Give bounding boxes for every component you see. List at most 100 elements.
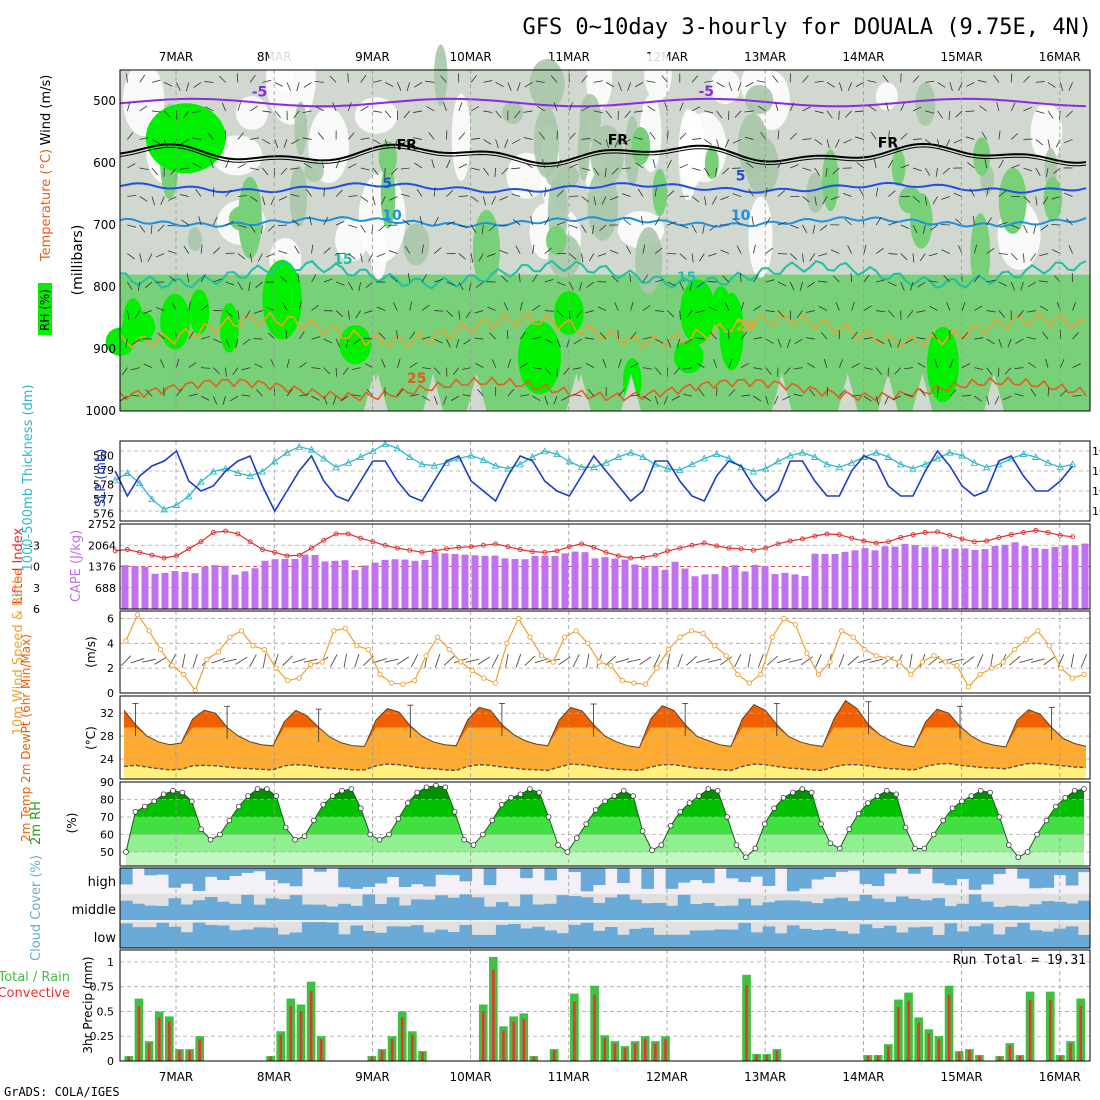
wind-barb bbox=[523, 137, 533, 140]
bottom-date-label: 12MAR bbox=[646, 1070, 688, 1084]
wind-barb bbox=[822, 196, 828, 205]
wind-barb bbox=[691, 253, 694, 263]
rh-point bbox=[395, 815, 402, 822]
wind-speed-point bbox=[204, 656, 210, 663]
wind-barb bbox=[655, 338, 664, 344]
wind-barb bbox=[1051, 196, 1061, 200]
wind-barb bbox=[882, 75, 889, 83]
rh-tick: 60 bbox=[100, 829, 114, 842]
li-point bbox=[861, 538, 867, 544]
wind-barb bbox=[703, 167, 710, 176]
rh-point bbox=[1062, 794, 1069, 801]
cloud-bar bbox=[653, 902, 667, 920]
wind-frame bbox=[119, 610, 1091, 694]
wind-barb bbox=[183, 245, 190, 254]
rh-point bbox=[498, 801, 505, 808]
wind-barb bbox=[949, 359, 954, 368]
cloud-bar bbox=[411, 899, 424, 920]
wind-barb bbox=[290, 193, 300, 197]
thickness-point bbox=[712, 450, 721, 458]
rh-dry-patch bbox=[274, 62, 294, 92]
cloud-bar bbox=[908, 868, 921, 874]
li-point bbox=[112, 548, 118, 554]
wind-barb bbox=[654, 367, 662, 375]
wind-barb bbox=[818, 253, 828, 257]
wind-barb bbox=[406, 82, 411, 92]
thickness-point bbox=[295, 442, 303, 450]
cloud-bar bbox=[823, 928, 836, 948]
wind-barb bbox=[372, 110, 382, 113]
wind-barb bbox=[765, 187, 768, 197]
wind-barb bbox=[372, 79, 382, 83]
cape-bar bbox=[891, 546, 899, 609]
precip-convective-bar bbox=[603, 1038, 607, 1061]
wind-barb bbox=[647, 105, 656, 112]
wind-barb bbox=[230, 395, 239, 402]
wind-barb bbox=[1007, 338, 1012, 348]
temp-unit: (°C) bbox=[84, 726, 98, 750]
wind-barb bbox=[303, 658, 318, 663]
wind-barb bbox=[604, 167, 607, 177]
rh-saturated-patch bbox=[518, 320, 561, 395]
wind-barb bbox=[253, 338, 263, 340]
thickness-point bbox=[479, 455, 488, 463]
wind-speed-point bbox=[411, 677, 418, 684]
cape-frame bbox=[119, 523, 1091, 610]
rh-point bbox=[170, 787, 176, 794]
temperature-contour bbox=[119, 97, 1087, 108]
wind-barb bbox=[734, 110, 742, 118]
cloud-bar bbox=[774, 933, 788, 948]
precip-label-convective: Convective bbox=[0, 986, 70, 1001]
cape-bar bbox=[1081, 543, 1089, 609]
dewpoint-area bbox=[124, 763, 1086, 779]
li-point bbox=[665, 548, 670, 554]
wind-barb bbox=[376, 306, 386, 311]
li-point bbox=[935, 529, 940, 535]
wind-barb bbox=[176, 388, 183, 397]
wind-barb bbox=[809, 388, 816, 397]
wind-barb bbox=[679, 102, 684, 112]
cape-bar bbox=[721, 566, 729, 609]
cloud-bar bbox=[520, 894, 533, 920]
cloud-bar bbox=[374, 932, 388, 948]
rh-point bbox=[733, 842, 740, 848]
li-point bbox=[174, 553, 179, 559]
wind-barb bbox=[777, 159, 783, 169]
wind-barb bbox=[818, 280, 828, 283]
li-point bbox=[1070, 534, 1076, 540]
cloud-bar bbox=[968, 868, 982, 890]
wind-barb bbox=[653, 654, 661, 668]
wind-barb bbox=[213, 338, 222, 344]
wind-barb bbox=[707, 253, 717, 257]
cloud-bar bbox=[483, 934, 497, 948]
wind-barb bbox=[414, 82, 423, 88]
rh-moist-patch bbox=[380, 162, 396, 229]
wind-barb bbox=[744, 136, 754, 140]
wind-barb bbox=[249, 105, 258, 112]
wind-barb bbox=[961, 301, 966, 311]
precip-convective-bar bbox=[573, 1001, 576, 1061]
wind-barb bbox=[400, 193, 410, 197]
li-point bbox=[345, 531, 351, 537]
li-point bbox=[137, 549, 143, 555]
wind-barb bbox=[708, 306, 717, 311]
wind-speed-point bbox=[238, 628, 245, 634]
wind-barb bbox=[924, 167, 931, 176]
cloud-bar bbox=[665, 868, 679, 889]
cape-bar bbox=[761, 566, 769, 609]
li-point bbox=[566, 544, 572, 550]
li-point bbox=[480, 542, 486, 548]
wind-barb bbox=[127, 163, 136, 169]
wind-barb bbox=[237, 102, 241, 112]
cloud-bar bbox=[229, 903, 242, 920]
cloud-bar bbox=[423, 899, 436, 920]
thickness-point bbox=[847, 458, 856, 466]
wind-barb bbox=[242, 338, 251, 345]
cloud-bar bbox=[120, 900, 133, 920]
thickness-point bbox=[258, 467, 267, 475]
wind-barb bbox=[139, 224, 146, 233]
li-point bbox=[333, 531, 339, 537]
wind-barb bbox=[715, 167, 717, 177]
wind-barb bbox=[655, 310, 665, 312]
wind-barb bbox=[838, 359, 844, 368]
